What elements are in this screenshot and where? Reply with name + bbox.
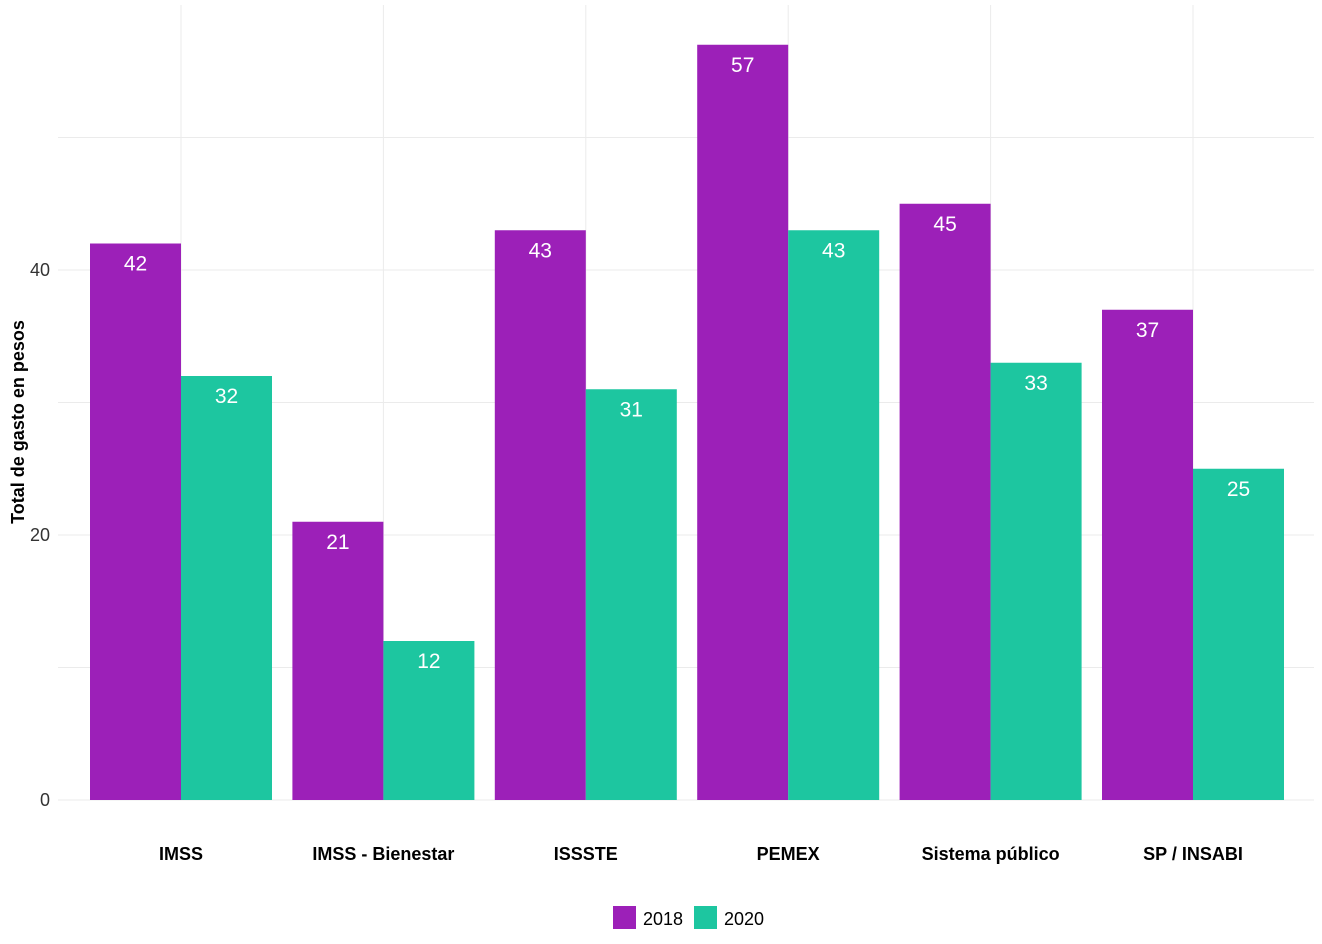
bar-2018 xyxy=(494,230,586,800)
bar-value-label: 45 xyxy=(933,213,956,236)
x-category-label: ISSSTE xyxy=(554,844,618,864)
bar-2018 xyxy=(899,203,991,800)
x-category-label: IMSS - Bienestar xyxy=(312,844,454,864)
legend-label: 2020 xyxy=(724,909,764,929)
bar-2018 xyxy=(292,521,384,800)
x-category-label: SP / INSABI xyxy=(1143,844,1243,864)
legend-label: 2018 xyxy=(643,909,683,929)
bar-2020 xyxy=(181,376,272,800)
x-category-label: Sistema público xyxy=(922,844,1060,864)
bar-value-label: 31 xyxy=(620,398,643,421)
bar-value-labels: 42 32 21 12 43 31 57 43 45 33 37 25 xyxy=(124,54,1250,673)
bar-2020 xyxy=(383,641,475,800)
bar-2020 xyxy=(585,389,677,800)
bar-value-label: 33 xyxy=(1024,372,1047,395)
bar-value-label: 57 xyxy=(731,54,754,77)
bars xyxy=(90,44,1284,800)
bar-2018 xyxy=(697,44,789,800)
y-axis-title: Total de gasto en pesos xyxy=(8,320,28,524)
bar-value-label: 32 xyxy=(215,385,238,408)
x-category-label: PEMEX xyxy=(757,844,820,864)
bar-value-label: 21 xyxy=(326,531,349,554)
y-tick-label: 0 xyxy=(40,790,50,810)
bar-2020 xyxy=(1193,468,1284,800)
bar-value-label: 37 xyxy=(1136,319,1159,342)
legend-item-2018: 2018 xyxy=(613,906,683,929)
bar-2018 xyxy=(1102,309,1193,800)
bar-2018 xyxy=(90,243,181,800)
legend-swatch xyxy=(613,906,636,929)
y-axis-ticks: 0 20 40 xyxy=(30,260,50,810)
bar-value-label: 42 xyxy=(124,253,147,276)
bar-value-label: 43 xyxy=(822,239,845,262)
legend-swatch xyxy=(694,906,717,929)
y-tick-label: 20 xyxy=(30,525,50,545)
x-category-label: IMSS xyxy=(159,844,203,864)
bar-value-label: 43 xyxy=(529,239,552,262)
bar-2020 xyxy=(788,230,880,800)
bar-value-label: 25 xyxy=(1227,478,1250,501)
x-axis-categories: IMSS IMSS - Bienestar ISSSTE PEMEX Sistema p… xyxy=(159,844,1243,864)
y-tick-label: 40 xyxy=(30,260,50,280)
bar-2020 xyxy=(990,362,1082,800)
legend-item-2020: 2020 xyxy=(694,906,764,929)
bar-value-label: 12 xyxy=(417,650,440,673)
legend: 2018 2020 xyxy=(613,906,764,929)
